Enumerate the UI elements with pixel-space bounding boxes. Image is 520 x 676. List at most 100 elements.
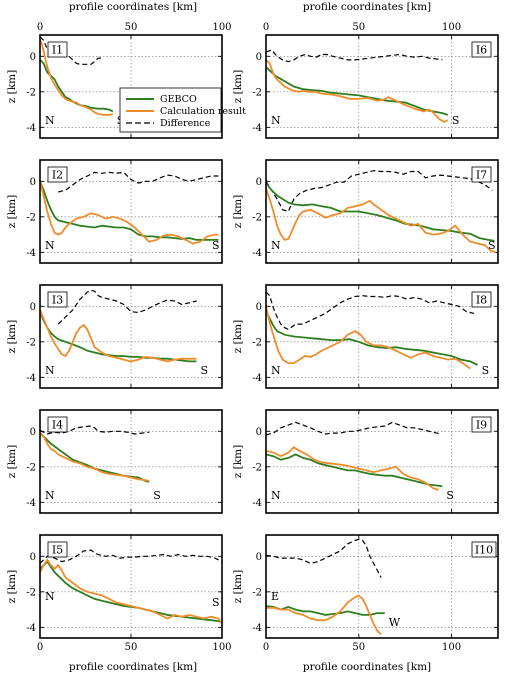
series-difference-i9	[265, 421, 441, 436]
series-gebco-i7	[265, 182, 495, 242]
y-tick-label-i10: -4	[252, 623, 262, 634]
y-axis-title-i1: z [km]	[6, 70, 18, 103]
panel-label-i2: I2	[52, 169, 63, 182]
start-label-i7: N	[271, 239, 281, 252]
y-tick-label-i10: 0	[256, 552, 262, 563]
start-label-i3: N	[45, 364, 55, 377]
series-difference-i5	[39, 549, 223, 564]
panel-frame-i9	[265, 409, 499, 514]
panel-label-box-i1	[47, 41, 68, 58]
panel-I8: 0 -2 -4 z [km] I8 N S	[232, 284, 499, 389]
y-axis-title-i4: z [km]	[6, 445, 18, 478]
bottom-axis-title-left: profile coordinates [km]	[69, 661, 197, 673]
bottom-axis-title-right: profile coordinates [km]	[303, 661, 431, 673]
y-tick-label-i5: -2	[26, 587, 36, 598]
panel-frame-i6	[265, 34, 499, 139]
panel-label-i4: I4	[52, 419, 63, 432]
panel-frame-i7	[265, 159, 499, 264]
y-tick-label-i4: -4	[26, 498, 36, 509]
y-tick-label-i7: -2	[252, 212, 262, 223]
top-x-tick-label-i6: 100	[442, 22, 461, 33]
y-tick-label-i5: -4	[26, 623, 36, 634]
end-label-i7: S	[488, 239, 496, 252]
panel-label-box-i2	[47, 166, 68, 183]
y-tick-label-i9: -2	[252, 462, 262, 473]
y-tick-label-i5: 0	[30, 552, 36, 563]
panel-I2: 0 -2 -4 z [km] I2 N S	[6, 159, 223, 264]
panel-label-i10: I10	[475, 544, 493, 557]
panel-label-box-i3	[47, 291, 68, 308]
panel-label-i5: I5	[52, 544, 63, 557]
series-difference-i6	[265, 49, 443, 63]
y-axis-title-i5: z [km]	[6, 570, 18, 603]
panel-label-i6: I6	[476, 44, 487, 57]
plot-area-i3	[40, 285, 222, 388]
panel-I10: 0 -2 -4 z [km] 0 50 100 I10 E W	[232, 534, 499, 653]
panel-frame-i4	[39, 409, 223, 514]
panel-frame-i8	[265, 284, 499, 389]
y-tick-label-i7: 0	[256, 177, 262, 188]
start-label-i9: N	[271, 489, 281, 502]
top-axis-title-right: profile coordinates [km]	[303, 1, 431, 13]
panel-label-box-i5	[47, 541, 68, 558]
plot-area-i9	[266, 410, 498, 513]
y-tick-label-i9: 0	[256, 427, 262, 438]
series-calc-i8	[265, 306, 471, 370]
top-x-tick-label-i1: 100	[212, 22, 231, 33]
y-axis-title-i2: z [km]	[6, 195, 18, 228]
end-label-i6: S	[452, 114, 460, 127]
y-tick-label-i7: -4	[252, 248, 262, 259]
plot-area-i4	[40, 410, 222, 513]
y-tick-label-i6: -2	[252, 87, 262, 98]
panel-label-box-i8	[471, 291, 492, 308]
series-gebco-i2	[39, 180, 219, 241]
series-calc-i10	[266, 594, 382, 636]
series-gebco-i8	[265, 311, 478, 366]
y-tick-label-i3: -4	[26, 373, 36, 384]
end-label-i2: S	[212, 239, 220, 252]
plot-area-i8	[266, 285, 498, 388]
series-gebco-i9	[265, 453, 443, 488]
panel-I9: 0 -2 -4 z [km] I9 N S	[232, 409, 499, 514]
panel-frame-i5	[39, 534, 223, 639]
start-label-i8: N	[271, 364, 281, 377]
series-difference-i4	[39, 425, 150, 435]
panel-frame-i2	[39, 159, 223, 264]
y-axis-title-i10: z [km]	[232, 570, 244, 603]
y-tick-label-i1: -4	[26, 123, 36, 134]
end-label-i10: W	[389, 616, 401, 629]
y-tick-label-i10: -2	[252, 587, 262, 598]
series-calc-i5	[39, 558, 223, 625]
bottom-x-tick-label-i5: 50	[125, 642, 138, 653]
series-gebco-i6	[265, 66, 449, 116]
y-tick-label-i3: 0	[30, 302, 36, 313]
series-calc-i4	[39, 432, 150, 482]
panel-label-i8: I8	[476, 294, 487, 307]
y-axis-title-i9: z [km]	[232, 445, 244, 478]
panel-label-i7: I7	[476, 169, 487, 182]
series-difference-i2	[58, 171, 219, 193]
plot-area-i2	[40, 160, 222, 263]
y-axis-title-i6: z [km]	[232, 70, 244, 103]
y-tick-label-i1: -2	[26, 87, 36, 98]
panel-frame-i10	[265, 534, 499, 639]
legend-label-diff: Difference	[160, 118, 211, 129]
panel-label-box-i4	[47, 416, 68, 433]
end-label-i9: S	[446, 489, 454, 502]
end-label-i3: S	[201, 364, 209, 377]
bottom-x-tick-label-i10: 50	[352, 642, 365, 653]
panel-label-i9: I9	[476, 419, 487, 432]
panel-label-i3: I3	[52, 294, 63, 307]
legend-label-gebco: GEBCO	[160, 94, 197, 105]
series-gebco-i5	[39, 560, 223, 623]
series-difference-i8	[265, 291, 475, 331]
y-axis-title-i7: z [km]	[232, 195, 244, 228]
series-calc-i9	[265, 446, 439, 491]
series-difference-i10	[265, 538, 382, 578]
series-calc-i7	[265, 188, 497, 254]
y-tick-label-i8: 0	[256, 302, 262, 313]
end-label-i8: S	[482, 364, 490, 377]
top-x-tick-label-i1: 0	[37, 22, 43, 33]
y-tick-label-i4: 0	[30, 427, 36, 438]
panel-I5: 0 -2 -4 z [km] 0 50 100 I5 N S	[6, 534, 232, 653]
